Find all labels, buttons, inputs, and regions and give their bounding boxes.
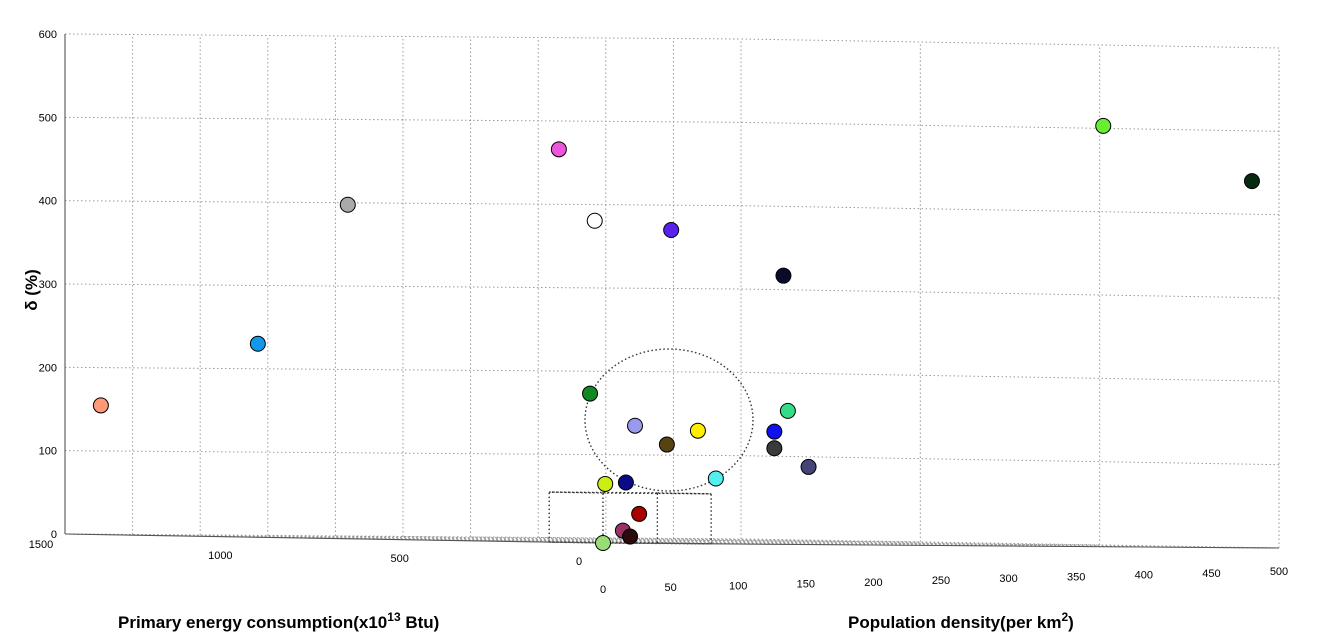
grid-line [64, 533, 742, 540]
data-point [766, 423, 783, 440]
data-point [582, 385, 599, 402]
x-axis-label: Primary energy consumption(x1013 Btu) [118, 610, 439, 632]
z-tick-label: 600 [39, 29, 57, 41]
z-tick-label: 500 [39, 112, 57, 124]
cluster-highlight-ellipse [584, 348, 754, 492]
grid-line [740, 288, 1280, 299]
y-tick-label: 50 [664, 582, 676, 594]
data-point [766, 440, 783, 457]
data-point [658, 436, 675, 453]
highlight-box-edge [549, 491, 604, 494]
grid-line [740, 205, 1280, 216]
grid-line [740, 371, 1280, 382]
grid-line [605, 537, 1144, 548]
grid-line [64, 200, 742, 207]
grid-line [64, 33, 742, 40]
y-tick-label: 250 [932, 575, 950, 587]
data-points [92, 117, 1260, 551]
data-point [249, 335, 266, 352]
data-point [663, 222, 680, 238]
grid-line [64, 116, 742, 123]
grid-line [64, 450, 742, 457]
grid-line [538, 537, 1077, 547]
y-axis-label-superscript: 2 [1061, 610, 1068, 624]
grid-line [200, 534, 739, 545]
x-tick-label: 0 [576, 556, 582, 568]
data-point [595, 535, 611, 551]
z-tick-label: 200 [39, 362, 57, 374]
data-point [586, 212, 603, 229]
y-tick-label: 400 [1135, 570, 1153, 582]
x-axis-label-text: Primary energy consumption(x10 [118, 613, 387, 632]
grid-line [402, 536, 942, 546]
data-point [617, 474, 634, 491]
data-point [707, 470, 724, 487]
y-tick-label: 0 [600, 584, 606, 596]
grid-line [267, 535, 806, 545]
y-axis-label: Population density(per km2) [848, 610, 1074, 632]
data-point [775, 267, 792, 284]
tick-labels: 0 100 200 300 400 500 600 1500 1000 500 0 0 50 100 150… [29, 29, 1288, 596]
y-tick-label: 100 [729, 580, 747, 592]
grid-line [740, 455, 1280, 466]
z-tick-label: 100 [39, 446, 57, 458]
data-point [631, 505, 648, 522]
data-point [339, 196, 356, 213]
y-axis-line [602, 542, 1280, 549]
y-axis-label-unit: ) [1068, 613, 1074, 632]
grid-line [740, 121, 1280, 132]
y-tick-label: 300 [999, 573, 1017, 585]
x-axis-line [64, 533, 604, 544]
grid-line [132, 534, 671, 544]
x-tick-label: 1500 [29, 539, 53, 551]
x-tick-label: 1000 [208, 550, 232, 562]
data-point [689, 422, 706, 439]
grid-line [740, 538, 1280, 549]
z-tick-label: 400 [39, 196, 57, 208]
z-tick-label: 0 [51, 529, 57, 541]
y-tick-label: 500 [1270, 566, 1288, 578]
data-point [1095, 117, 1112, 134]
data-point [800, 458, 817, 475]
z-tick-label: 300 [39, 279, 57, 291]
x-tick-label: 500 [390, 553, 408, 565]
y-axis-label-text: Population density(per km [848, 613, 1061, 632]
grid-lines [64, 33, 1280, 549]
axes-frame [64, 34, 1280, 549]
grid-line [740, 38, 1280, 49]
grid-line [64, 366, 742, 373]
y-tick-label: 150 [797, 579, 815, 591]
z-axis-label: δ (%) [22, 269, 41, 310]
y-tick-label: 350 [1067, 571, 1085, 583]
grid-line [470, 536, 1009, 547]
grid-line [244, 536, 921, 543]
grid-line [673, 538, 1212, 548]
y-tick-label: 200 [864, 577, 882, 589]
data-point [550, 141, 567, 158]
data-point [92, 397, 109, 414]
y-tick-label: 450 [1202, 568, 1220, 580]
x-axis-label-superscript: 13 [387, 610, 401, 624]
data-point [627, 417, 644, 434]
data-point [1243, 173, 1260, 190]
x-axis-label-unit: Btu) [401, 613, 440, 632]
data-point [597, 475, 614, 492]
grid-line [64, 283, 742, 290]
data-point [779, 402, 796, 419]
highlight-box-edge [657, 492, 712, 495]
highlight-region [584, 348, 754, 492]
grid-line [423, 539, 1100, 546]
data-point [622, 528, 639, 545]
